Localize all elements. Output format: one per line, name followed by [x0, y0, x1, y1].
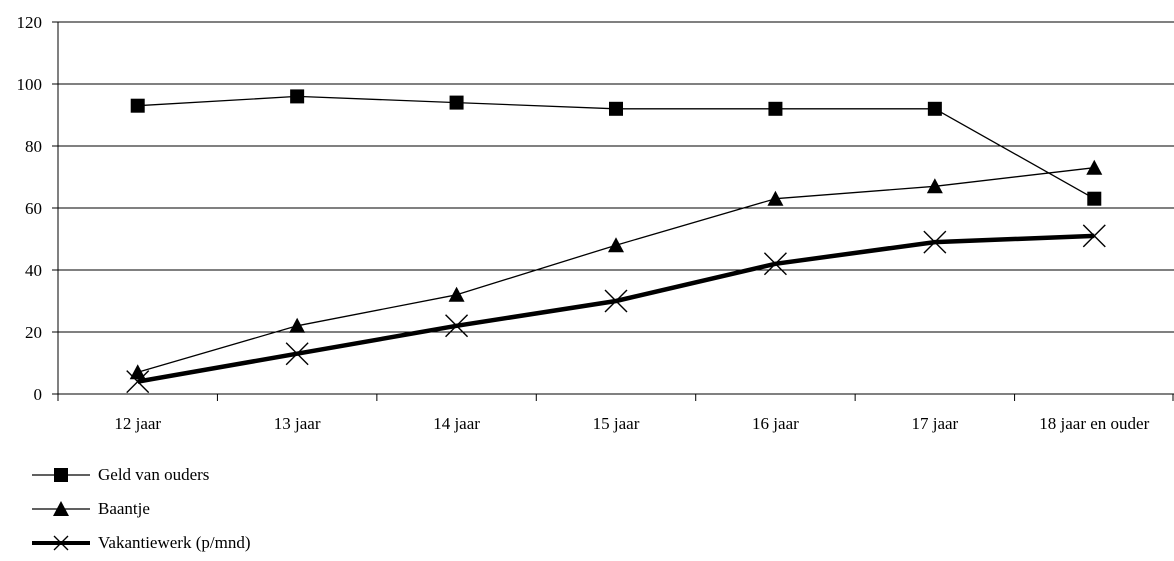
square-marker: [290, 89, 305, 104]
x-marker: [445, 314, 469, 338]
x-marker-stroke: [604, 289, 628, 313]
legend-label: Vakantiewerk (p/mnd): [98, 533, 251, 552]
x-marker: [1082, 224, 1106, 248]
square-marker: [609, 101, 623, 116]
y-tick-label: 40: [25, 261, 42, 280]
x-marker: [126, 370, 150, 394]
y-tick-label: 120: [17, 13, 43, 32]
triangle-marker: [129, 364, 146, 380]
x-marker-stroke: [285, 342, 309, 366]
x-tick-label: 16 jaar: [752, 414, 799, 433]
x-marker: [285, 342, 309, 366]
x-tick-label: 13 jaar: [274, 414, 321, 433]
square-marker: [130, 98, 145, 113]
gridlines: [58, 21, 1174, 333]
x-marker-stroke: [923, 230, 947, 254]
x-marker-stroke: [1082, 224, 1106, 248]
legend-label: Geld van ouders: [98, 465, 210, 484]
square-marker: [927, 101, 942, 116]
x-marker: [923, 230, 947, 254]
triangle-marker: [608, 237, 624, 253]
square-marker: [768, 101, 783, 116]
y-tick-label: 60: [25, 199, 42, 218]
x-marker: [604, 289, 628, 313]
square-marker: [449, 95, 464, 110]
triangle-marker: [926, 178, 943, 194]
y-tick-label: 0: [34, 385, 43, 404]
square-marker-icon: [32, 468, 90, 482]
y-tick-label: 80: [25, 137, 42, 156]
x-marker-stroke: [763, 252, 787, 276]
y-axis-ticks: 0 20 40 60 80 100 120: [17, 13, 58, 404]
legend: Geld van ouders Baantje Vakantiewerk (p/…: [26, 458, 250, 560]
triangle-marker: [289, 317, 306, 333]
x-axis-ticks: 12 jaar 13 jaar 14 jaar 15 jaar 16 jaar 17 ja…: [57, 394, 1174, 433]
x-tick-label: 18 jaar en ouder: [1039, 414, 1149, 433]
series-group: [126, 89, 1106, 394]
x-marker-icon: [32, 535, 90, 551]
x-tick-label: 15 jaar: [593, 414, 640, 433]
legend-item-baantje: Baantje: [26, 492, 250, 526]
x-marker: [763, 252, 787, 276]
triangle-marker: [1086, 159, 1103, 175]
triangle-marker-icon: [32, 501, 90, 516]
triangle-marker: [448, 286, 465, 302]
series-line: [137, 233, 1095, 384]
x-tick-label: 17 jaar: [911, 414, 958, 433]
x-marker-stroke: [126, 370, 150, 394]
y-tick-label: 20: [25, 323, 42, 342]
x-tick-label: 14 jaar: [433, 414, 480, 433]
triangle-marker: [767, 190, 784, 206]
line-chart: 0 20 40 60 80 100 120 12 jaar 13 jaar 14 jaar 15 …: [17, 13, 1174, 433]
legend-item-vakantiewerk: Vakantiewerk (p/mnd): [26, 526, 250, 560]
x-tick-label: 12 jaar: [114, 414, 161, 433]
legend-label: Baantje: [98, 499, 150, 518]
square-marker: [1087, 191, 1102, 206]
y-tick-label: 100: [17, 75, 43, 94]
x-marker-stroke: [445, 314, 469, 338]
legend-item-geld-van-ouders: Geld van ouders: [26, 458, 250, 492]
